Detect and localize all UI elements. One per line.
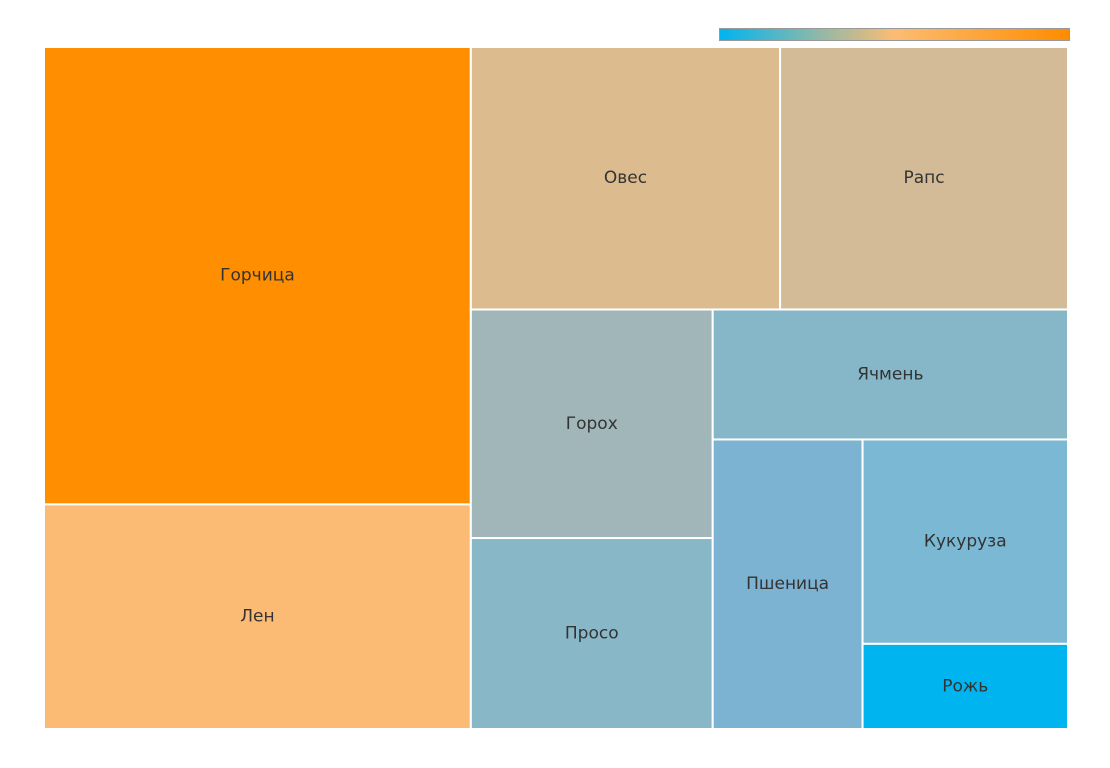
tile-label: Рожь [942,676,988,696]
tile-label: Пшеница [746,574,829,594]
tile-label: Ячмень [857,364,923,384]
tile [43,503,472,731]
tile [779,46,1069,311]
tile-label: Горчица [220,266,295,286]
tile [469,537,714,730]
tile-label: Овес [604,168,647,188]
tile-label: Горох [566,414,618,434]
tile [711,438,864,730]
tile-label: Просо [565,624,619,644]
tile-label: Лен [240,607,274,627]
tile [469,308,714,540]
tile-label: Рапс [903,168,944,188]
tile [861,642,1069,731]
tile-label: Кукуруза [924,532,1007,552]
colorbar [719,28,1070,41]
tile [469,46,782,311]
tile [43,46,472,506]
